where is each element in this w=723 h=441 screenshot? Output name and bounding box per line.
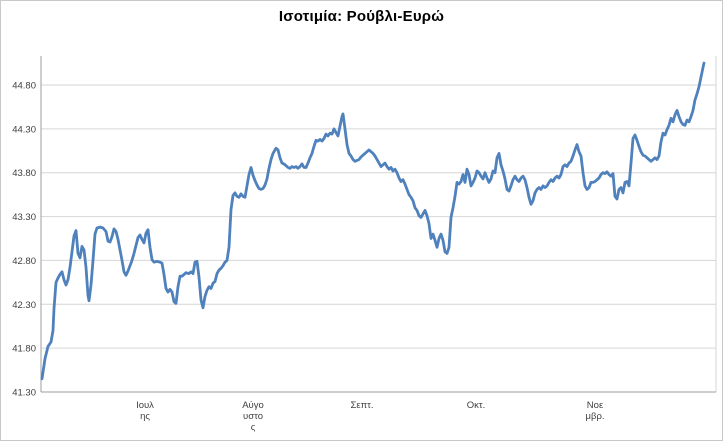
series-line xyxy=(40,61,706,381)
y-axis-tick-label: 42.30 xyxy=(12,300,36,311)
y-axis-tick-label: 44.30 xyxy=(12,124,36,135)
y-axis-tick-label: 42.80 xyxy=(12,256,36,267)
y-axis-tick-label: 41.30 xyxy=(12,388,36,399)
y-axis-tick-label: 44.80 xyxy=(12,81,36,92)
y-axis-tick-label: 43.30 xyxy=(12,212,36,223)
x-axis-month-label: Νοε μβρ. xyxy=(586,400,605,422)
x-axis-month-label: Οκτ. xyxy=(467,400,486,411)
x-axis-month-label: Σεπτ. xyxy=(350,400,373,411)
chart-title: Ισοτιμία: Ρούβλι-Ευρώ xyxy=(278,8,445,25)
y-axis-tick-label: 43.80 xyxy=(12,168,36,179)
y-axis-tick-label: 41.80 xyxy=(12,344,36,355)
x-axis-month-label: Αύγο υστο ς xyxy=(242,400,264,433)
x-axis-month-label: Ιουλ ης xyxy=(136,400,154,422)
